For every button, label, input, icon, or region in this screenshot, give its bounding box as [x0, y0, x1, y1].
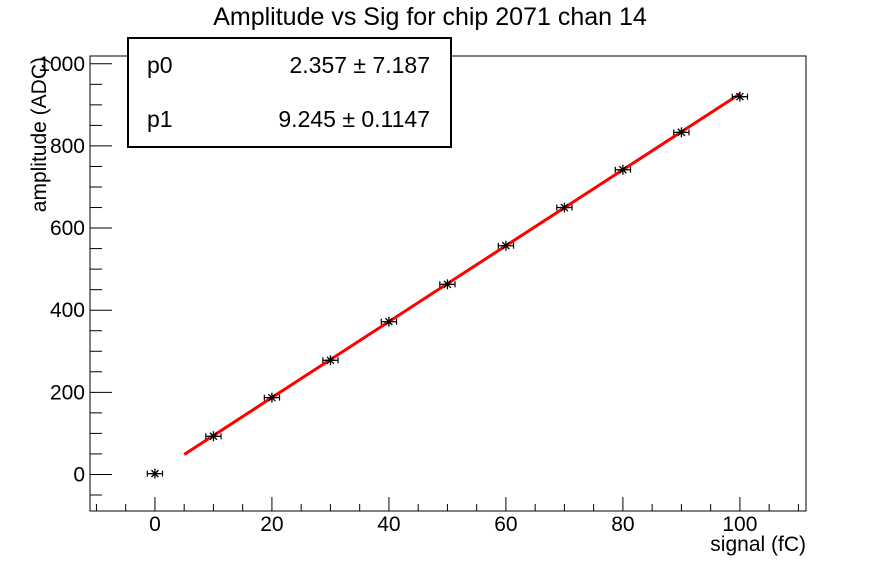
marker-arm-d2	[560, 203, 569, 212]
data-point	[614, 164, 632, 175]
y-tick-label: 600	[50, 217, 85, 240]
data-point	[439, 279, 456, 290]
data-point	[205, 431, 222, 442]
marker-arm-d2	[150, 469, 159, 478]
y-axis-title: amplitude (ADC)	[28, 57, 51, 212]
stats-row-p1: p1 9.245 ± 0.1147	[129, 106, 450, 133]
data-point	[556, 202, 573, 213]
marker-arm-d2	[326, 356, 335, 365]
data-point	[146, 468, 164, 479]
fit-stats-box: p0 2.357 ± 7.187 p1 9.245 ± 0.1147	[127, 37, 452, 148]
data-point	[497, 240, 515, 251]
y-tick-label: 200	[50, 381, 85, 404]
y-tick-label: 400	[50, 299, 85, 322]
param-name-p0: p0	[147, 52, 173, 79]
stats-row-p0: p0 2.357 ± 7.187	[129, 52, 450, 79]
marker-arm-d2	[209, 432, 218, 441]
y-tick-label: 800	[50, 135, 85, 158]
marker-arm-d2	[384, 317, 393, 326]
param-value-p0: 2.357 ± 7.187	[289, 52, 430, 79]
data-point	[673, 127, 690, 138]
marker-arm-d2	[267, 393, 276, 402]
x-tick-label: 20	[260, 513, 283, 536]
param-name-p1: p1	[147, 105, 173, 132]
x-tick-label: 100	[722, 513, 757, 536]
data-point	[322, 355, 339, 366]
data-point	[731, 91, 749, 102]
marker-arm-d2	[735, 92, 744, 101]
fit-line	[183, 92, 741, 456]
x-tick-label: 40	[377, 513, 400, 536]
param-value-p1: 9.245 ± 0.1147	[278, 105, 430, 132]
y-tick-label: 1000	[38, 53, 85, 76]
x-tick-label: 0	[149, 513, 161, 536]
x-tick-label: 60	[494, 513, 517, 536]
data-point	[263, 392, 281, 403]
marker-arm-d2	[443, 280, 452, 289]
data-point	[380, 316, 398, 327]
x-axis-title: signal (fC)	[710, 533, 806, 556]
marker-arm-d2	[677, 128, 686, 137]
x-tick-label: 80	[611, 513, 634, 536]
marker-arm-d2	[501, 241, 510, 250]
y-tick-label: 0	[73, 463, 85, 486]
marker-arm-d2	[618, 165, 627, 174]
chart-title: Amplitude vs Sig for chip 2071 chan 14	[213, 3, 647, 31]
